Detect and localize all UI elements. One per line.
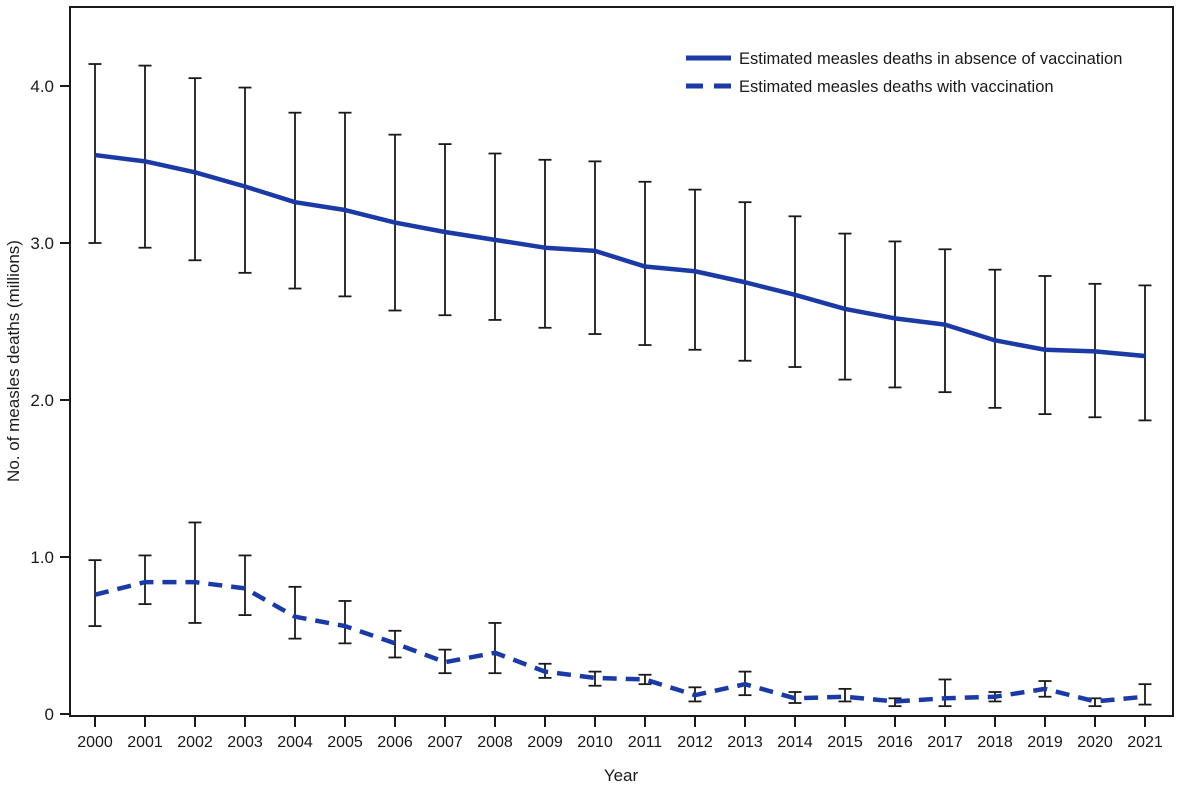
x-tick-label: 2020	[1077, 734, 1113, 751]
y-tick-label: 4.0	[30, 77, 54, 96]
series-line-solid	[94, 152, 1146, 359]
x-tick-label: 2009	[527, 734, 563, 751]
y-tick-label: 2.0	[30, 391, 54, 410]
x-axis-title: Year	[604, 766, 639, 785]
y-axis: 0 1.0 2.0 3.0 4.0	[30, 77, 70, 724]
x-axis: 2000 2001 2002 2003 2004 2005 2006 2007 2008 2009…	[77, 716, 1163, 751]
x-tick-label: 2018	[977, 734, 1013, 751]
x-tick-label: 2004	[277, 734, 313, 751]
x-tick-label: 2014	[777, 734, 813, 751]
x-tick-label: 2013	[727, 734, 763, 751]
x-tick-label: 2016	[877, 734, 913, 751]
legend-label: Estimated measles deaths with vaccinatio…	[739, 78, 1054, 96]
x-tick-label: 2019	[1027, 734, 1063, 751]
y-tick-label: 3.0	[30, 234, 54, 253]
x-tick-label: 2006	[377, 734, 413, 751]
error-bars-series-2	[88, 521, 1152, 708]
x-tick-label: 2017	[927, 734, 963, 751]
x-tick-label: 2010	[577, 734, 613, 751]
x-tick-label: 2007	[427, 734, 463, 751]
legend-label: Estimated measles deaths in absence of v…	[739, 50, 1122, 68]
plot-area-border	[69, 6, 1174, 717]
x-tick-label: 2015	[827, 734, 863, 751]
y-tick-label: 1.0	[30, 548, 54, 567]
x-tick-label: 2000	[77, 734, 113, 751]
y-tick-label: 0	[45, 705, 54, 724]
x-tick-label: 2008	[477, 734, 513, 751]
x-tick-label: 2021	[1127, 734, 1163, 751]
x-tick-label: 2001	[127, 734, 163, 751]
x-tick-label: 2003	[227, 734, 263, 751]
x-tick-label: 2005	[327, 734, 363, 751]
legend: Estimated measles deaths in absence of v…	[686, 50, 1122, 96]
y-axis-title: No. of measles deaths (millions)	[4, 240, 23, 482]
x-tick-label: 2002	[177, 734, 213, 751]
x-tick-label: 2011	[628, 734, 663, 751]
x-tick-label: 2012	[677, 734, 713, 751]
error-bars-series-1	[88, 63, 1152, 422]
series-line-dashed	[94, 579, 1146, 704]
